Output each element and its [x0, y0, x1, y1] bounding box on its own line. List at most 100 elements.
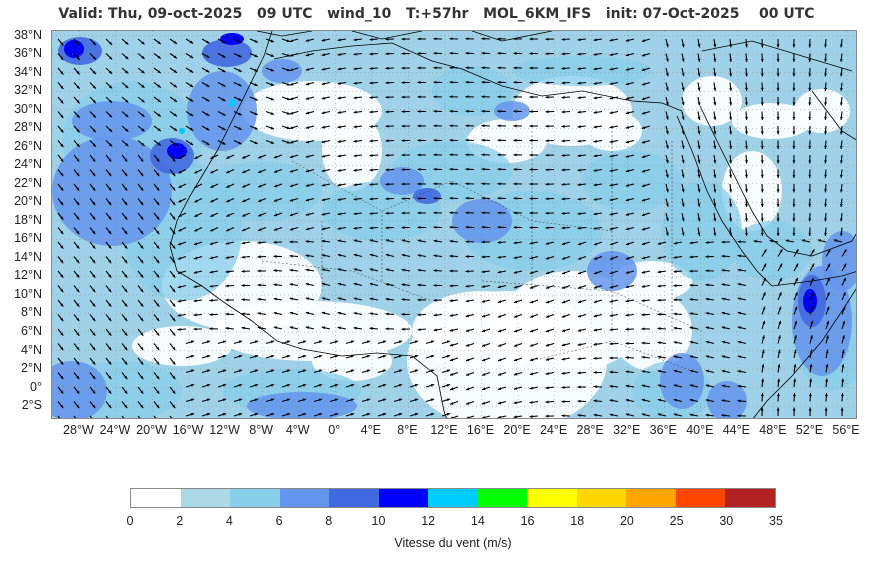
wind-arrow-head [497, 225, 501, 229]
wind-arrow-head [417, 225, 421, 229]
wind-arrow-head [433, 254, 437, 258]
wind-arrow-head [625, 299, 629, 303]
wind-arrow-head [513, 415, 517, 418]
wind-arrow-head [189, 127, 194, 131]
wind-arrow-head [705, 312, 709, 315]
wind-arrow-head [577, 371, 581, 375]
wind-arrow-head [705, 255, 709, 259]
wind-arrow-head [641, 82, 646, 86]
wind-arrow-head [385, 268, 390, 272]
wind-arrow-head [689, 369, 694, 373]
wind-arrow-head [258, 213, 262, 217]
wind-arrow-head [241, 269, 245, 273]
wind-arrow-head [497, 314, 502, 318]
wind-arrow-head [761, 378, 765, 382]
wind-arrow-head [286, 383, 291, 387]
wind-arrow-head [721, 340, 726, 344]
wind-arrow-head [173, 69, 177, 73]
wind-arrow-head [92, 114, 96, 118]
wind-arrow-head [529, 329, 534, 333]
wind-arrow-head [841, 349, 845, 353]
wind-arrow-head [721, 268, 725, 272]
wind-arrow-head [481, 182, 485, 186]
wind-arrow-head [465, 51, 469, 55]
wind-arrow-head [222, 112, 226, 116]
wind-arrow-head [305, 282, 310, 286]
wind-arrow-head [641, 97, 646, 100]
wind-arrow-head [561, 400, 565, 404]
wind-arrow-head [481, 37, 485, 41]
wind-arrow-head [414, 369, 419, 373]
wind-map-canvas [52, 31, 856, 418]
wind-arrow-head [446, 383, 451, 387]
wind-arrow-head [721, 254, 725, 258]
wind-arrow-head [625, 370, 629, 374]
wind-arrow-head [497, 124, 501, 128]
lat-label: 22°N [14, 175, 42, 190]
wind-arrow-head [398, 398, 403, 402]
coastline [771, 271, 856, 287]
wind-arrow-head [446, 412, 451, 416]
wind-arrow-head [225, 256, 229, 259]
wind-arrow-head [350, 369, 355, 373]
wind-arrow-head [497, 80, 501, 84]
wind-arrow-head [529, 52, 533, 56]
wind-arrow-head [210, 199, 214, 203]
wind-arrow-head [449, 153, 453, 157]
wind-map[interactable] [51, 30, 857, 419]
wind-arrow-head [721, 369, 726, 373]
wind-arrow-head [92, 361, 96, 365]
wind-arrow-head [334, 369, 339, 373]
breeze-region [732, 221, 812, 281]
wind-arrow-head [60, 332, 64, 336]
wind-arrow-head [270, 39, 274, 43]
wind-arrow-head [793, 378, 797, 382]
wind-arrow-head [665, 174, 669, 178]
wind-arrow-head [449, 211, 453, 215]
wind-arrow-head [140, 245, 144, 249]
wind-arrow-head [681, 145, 685, 149]
wind-arrow-head [140, 404, 144, 409]
wind-arrow-head [125, 41, 129, 45]
wind-arrow-head [60, 187, 64, 191]
wind-arrow-head [625, 212, 630, 216]
wind-arrow [153, 415, 157, 418]
wind-arrow-head [729, 73, 733, 77]
wind-arrow-head [225, 284, 229, 288]
wind-arrow-head [513, 372, 518, 376]
wind-arrow-head [238, 127, 242, 130]
wind-arrow-head [60, 404, 64, 409]
wind-arrow-head [353, 168, 357, 172]
wind-arrow-head [177, 242, 182, 246]
wind-arrow-head [140, 317, 144, 322]
wind-arrow-head [222, 383, 227, 387]
wind-arrow-head [108, 143, 113, 147]
wind-arrow-head [545, 314, 550, 318]
wind-arrow-head [141, 99, 145, 103]
wind-arrow-head [721, 240, 725, 244]
wind-arrow-head [681, 232, 685, 236]
wind-arrow-head [172, 317, 176, 322]
wind-arrow-head [321, 82, 325, 86]
wind-arrow-head [108, 85, 113, 89]
wind-arrow-head [513, 167, 517, 171]
wind-arrow-head [481, 138, 485, 142]
wind-arrow-head [321, 169, 325, 173]
wind-arrow-head [414, 412, 419, 416]
wind-arrow-head [776, 174, 780, 178]
wind-arrow-head [809, 378, 813, 382]
wind-arrow-head [824, 44, 828, 48]
wind-arrow-head [156, 404, 160, 409]
wind-arrow-head [414, 340, 419, 344]
wind-arrow [465, 415, 475, 418]
wind-arrow-head [76, 172, 80, 177]
wind-arrow-head [625, 227, 630, 231]
wind-arrow-head [385, 153, 389, 157]
wind-arrow-head [60, 56, 64, 61]
wind-arrow-head [318, 369, 323, 373]
wind-arrow-head [641, 111, 646, 115]
wind-arrow-head [369, 110, 373, 114]
wind-arrow-head [697, 189, 701, 193]
wind-arrow-head [433, 225, 437, 229]
wind-arrow-head [241, 241, 245, 245]
